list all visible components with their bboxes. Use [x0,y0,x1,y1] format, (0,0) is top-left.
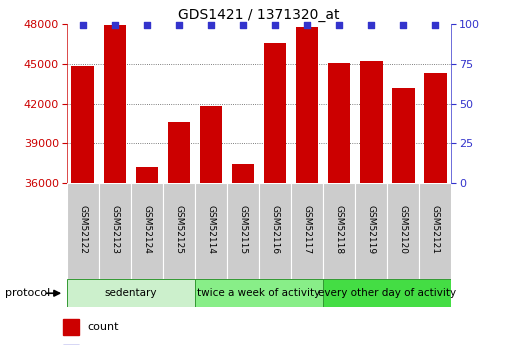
Text: GSM52122: GSM52122 [78,205,87,254]
Bar [296,27,319,183]
Point [78,22,87,28]
Title: GDS1421 / 1371320_at: GDS1421 / 1371320_at [179,8,340,22]
Bar [163,183,195,279]
Point [399,22,407,28]
Bar [387,183,420,279]
Text: GSM52120: GSM52120 [399,205,408,254]
Bar [200,106,222,183]
Text: GSM52125: GSM52125 [174,205,184,254]
Text: GSM52124: GSM52124 [142,205,151,254]
Point [367,22,376,28]
Bar [424,73,447,183]
Text: GSM52123: GSM52123 [110,205,120,254]
Bar [360,61,383,183]
Bar [232,164,254,183]
Text: GSM52116: GSM52116 [270,205,280,254]
Point [111,22,119,28]
Bar [63,319,78,335]
Bar [392,88,415,183]
Text: GSM52121: GSM52121 [431,205,440,254]
Point [143,22,151,28]
Point [335,22,343,28]
Text: GSM52117: GSM52117 [303,205,312,254]
Bar [195,183,227,279]
Text: sedentary: sedentary [105,288,157,298]
Text: twice a week of activity: twice a week of activity [198,288,321,298]
Point [431,22,440,28]
Bar [328,62,350,183]
Bar [168,122,190,183]
Bar [323,183,355,279]
Bar [420,183,451,279]
Text: GSM52119: GSM52119 [367,205,376,254]
Bar [131,183,163,279]
Text: GSM52114: GSM52114 [206,205,215,254]
Point [271,22,279,28]
Bar [355,183,387,279]
Bar [98,183,131,279]
Point [239,22,247,28]
Bar [67,183,98,279]
Point [303,22,311,28]
Bar [104,26,126,183]
Text: GSM52115: GSM52115 [239,205,248,254]
Text: protocol: protocol [5,288,50,298]
Text: every other day of activity: every other day of activity [318,288,457,298]
Text: GSM52118: GSM52118 [334,205,344,254]
Bar [135,167,158,183]
Text: count: count [87,322,119,332]
Bar [259,183,291,279]
Bar [195,279,323,307]
Bar [67,279,195,307]
Bar [227,183,259,279]
Bar [291,183,323,279]
Bar [71,67,94,183]
Point [175,22,183,28]
Point [207,22,215,28]
Bar [323,279,451,307]
Bar [264,43,286,183]
